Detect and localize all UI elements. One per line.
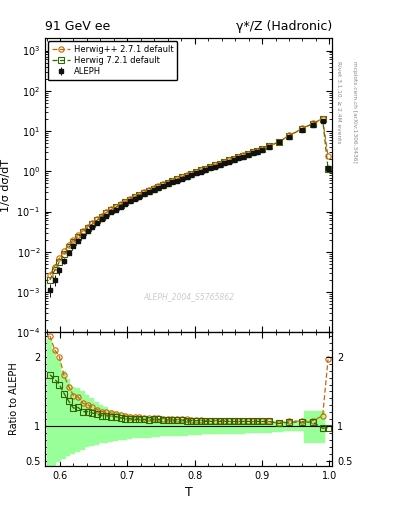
- Herwig++ 2.7.1 default: [189, 170, 194, 177]
- Text: 91 GeV ee: 91 GeV ee: [45, 19, 110, 33]
- Text: γ*/Z (Hadronic): γ*/Z (Hadronic): [236, 19, 332, 33]
- Legend: Herwig++ 2.7.1 default, Herwig 7.2.1 default, ALEPH: Herwig++ 2.7.1 default, Herwig 7.2.1 def…: [48, 41, 177, 80]
- Herwig 7.2.1 default: [114, 204, 118, 210]
- X-axis label: T: T: [185, 486, 193, 499]
- Herwig++ 2.7.1 default: [320, 116, 325, 122]
- Text: Rivet 3.1.10, ≥ 2.4M events: Rivet 3.1.10, ≥ 2.4M events: [336, 61, 341, 144]
- Line: Herwig 7.2.1 default: Herwig 7.2.1 default: [47, 117, 331, 283]
- Herwig 7.2.1 default: [326, 165, 331, 172]
- Herwig++ 2.7.1 default: [326, 153, 331, 159]
- Herwig++ 2.7.1 default: [114, 204, 118, 210]
- Herwig 7.2.1 default: [236, 154, 241, 160]
- Herwig 7.2.1 default: [266, 143, 271, 150]
- Herwig 7.2.1 default: [320, 116, 325, 122]
- Herwig++ 2.7.1 default: [236, 154, 241, 160]
- Text: mcplots.cern.ch [arXiv:1306.3436]: mcplots.cern.ch [arXiv:1306.3436]: [352, 61, 357, 163]
- Line: Herwig++ 2.7.1 default: Herwig++ 2.7.1 default: [47, 116, 331, 278]
- Herwig++ 2.7.1 default: [194, 169, 198, 175]
- Y-axis label: Ratio to ALEPH: Ratio to ALEPH: [9, 362, 19, 436]
- Text: ALEPH_2004_S5765862: ALEPH_2004_S5765862: [143, 292, 234, 302]
- Herwig++ 2.7.1 default: [203, 165, 208, 172]
- Herwig 7.2.1 default: [48, 277, 52, 283]
- Herwig++ 2.7.1 default: [48, 272, 52, 278]
- Herwig 7.2.1 default: [203, 166, 208, 172]
- Herwig++ 2.7.1 default: [266, 143, 271, 150]
- Herwig 7.2.1 default: [189, 171, 194, 177]
- Y-axis label: 1/σ dσ/dT: 1/σ dσ/dT: [0, 159, 11, 212]
- Herwig 7.2.1 default: [194, 169, 198, 175]
